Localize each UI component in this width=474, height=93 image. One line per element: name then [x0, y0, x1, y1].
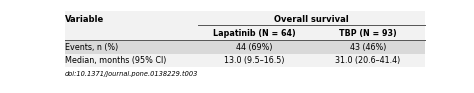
Text: 13.0 (9.5–16.5): 13.0 (9.5–16.5) — [224, 56, 285, 65]
Text: Median, months (95% CI): Median, months (95% CI) — [65, 56, 166, 65]
Text: 44 (69%): 44 (69%) — [237, 43, 273, 52]
Bar — [65, 11, 425, 27]
Text: doi:10.1371/journal.pone.0138229.t003: doi:10.1371/journal.pone.0138229.t003 — [65, 71, 198, 77]
Text: Lapatinib (N = 64): Lapatinib (N = 64) — [213, 29, 296, 38]
Bar — [65, 27, 425, 41]
Text: TBP (N = 93): TBP (N = 93) — [339, 29, 397, 38]
Text: Overall survival: Overall survival — [274, 15, 349, 24]
Bar — [65, 67, 425, 83]
Text: Events, n (%): Events, n (%) — [65, 43, 118, 52]
Text: 31.0 (20.6–41.4): 31.0 (20.6–41.4) — [336, 56, 401, 65]
Text: 43 (46%): 43 (46%) — [350, 43, 386, 52]
Bar — [65, 54, 425, 67]
Text: Variable: Variable — [65, 15, 104, 24]
Bar — [65, 41, 425, 54]
